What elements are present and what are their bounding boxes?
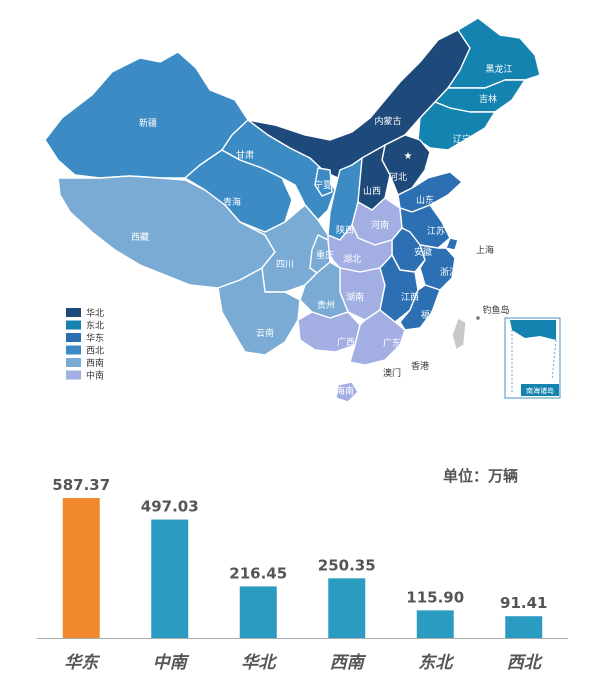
inset-label-bg	[521, 384, 559, 396]
province-guangdong	[349, 309, 406, 366]
category-label-0: 华东	[64, 653, 101, 673]
province-label-guizhou: 贵州	[317, 299, 335, 311]
province-label-chongqing: 重庆	[316, 249, 334, 261]
category-label-5: 西北	[507, 653, 544, 673]
bar-2	[239, 586, 277, 638]
province-liaoning	[417, 101, 496, 151]
value-label-1: 497.03	[141, 498, 199, 516]
province-label-hainan: 海南	[336, 385, 354, 397]
province-label-jiangsu: 江苏	[427, 225, 445, 237]
legend-swatch-0	[66, 308, 81, 317]
province-fujian	[399, 284, 441, 331]
province-label-sichuan: 四川	[276, 260, 294, 270]
legend-label-3: 西北	[86, 346, 104, 357]
province-hainan	[335, 381, 359, 403]
province-label-heilongjiang: 黑龙江	[485, 63, 512, 75]
inset-boundary	[511, 330, 557, 392]
legend-swatch-3	[66, 345, 81, 355]
inset-coast	[510, 320, 556, 340]
bar-chart: 587.37 华东 497.03 中南 216.45 华北 250.35 西南 115.90 东北…	[37, 476, 568, 673]
category-label-3: 西南	[330, 653, 367, 673]
legend-swatch-5	[66, 370, 81, 380]
province-label-henan: 河南	[371, 219, 389, 231]
bar-1	[151, 519, 189, 638]
province-label-liaoning: 辽宁	[453, 133, 471, 145]
province-label-shanxi: 山西	[363, 186, 381, 197]
province-label-anhui: 安徽	[414, 246, 432, 258]
province-label-neimenggu: 内蒙古	[374, 115, 401, 127]
beijing-star-icon: ★	[404, 151, 413, 162]
category-label-2: 华北	[241, 653, 278, 673]
place-label-hongkong: 香港	[411, 360, 429, 372]
legend-label-1: 东北	[86, 320, 104, 332]
value-label-2: 216.45	[229, 564, 287, 582]
place-label-diaoyu: 钓鱼岛	[482, 304, 509, 316]
bar-3	[328, 578, 366, 638]
unit-label: 单位：万辆	[443, 467, 519, 485]
province-label-ningxia: 宁夏	[314, 179, 332, 191]
province-label-guangxi: 广西	[337, 336, 355, 348]
province-label-jiangxi: 江西	[401, 292, 419, 303]
province-label-jilin: 吉林	[479, 93, 497, 105]
province-label-yunnan: 云南	[256, 327, 274, 339]
value-label-3: 250.35	[318, 556, 376, 574]
value-label-5: 91.41	[500, 594, 547, 612]
province-taiwan	[451, 317, 467, 351]
province-label-hebei: 河北	[389, 171, 407, 183]
province-label-zhejiang: 浙江	[440, 266, 458, 278]
province-label-qinghai: 青海	[223, 196, 241, 208]
province-hubei	[327, 224, 393, 273]
province-label-hunan: 湖南	[346, 291, 364, 303]
province-label-tianjin: 天津	[424, 165, 442, 176]
place-label-macau: 澳门	[383, 367, 401, 379]
inset-label: 南海诸岛	[526, 386, 554, 395]
legend-swatch-2	[66, 333, 81, 342]
legend-label-5: 中南	[86, 370, 104, 382]
province-label-fujian: 福建	[421, 309, 439, 321]
province-label-shaanxi: 陕西	[336, 224, 354, 236]
legend-swatch-1	[66, 320, 81, 330]
legend-label-4: 西南	[86, 357, 104, 369]
bar-4	[416, 610, 454, 638]
province-guizhou	[299, 261, 349, 319]
province-label-xinjiang: 新疆	[139, 117, 157, 129]
province-label-shanghai: 上海	[476, 244, 494, 256]
province-label-guangdong: 广东	[383, 337, 401, 349]
province-label-gansu: 甘肃	[236, 149, 254, 161]
legend-label-0: 华北	[86, 307, 104, 319]
legend-label-2: 华东	[86, 332, 104, 344]
bar-5	[505, 616, 543, 638]
diaoyu-dot	[476, 316, 480, 320]
bar-0	[62, 498, 100, 638]
province-shanghai	[445, 237, 459, 251]
category-label-1: 中南	[153, 653, 190, 673]
province-label-shandong: 山东	[416, 194, 434, 206]
province-label-hubei: 湖北	[343, 254, 361, 265]
province-zhejiang	[419, 244, 456, 291]
legend-swatch-4	[66, 358, 81, 367]
value-label-0: 587.37	[52, 476, 110, 494]
value-label-4: 115.90	[406, 588, 464, 606]
category-label-4: 东北	[418, 653, 455, 673]
province-ningxia	[314, 167, 333, 197]
province-label-xizang: 西藏	[131, 231, 149, 243]
